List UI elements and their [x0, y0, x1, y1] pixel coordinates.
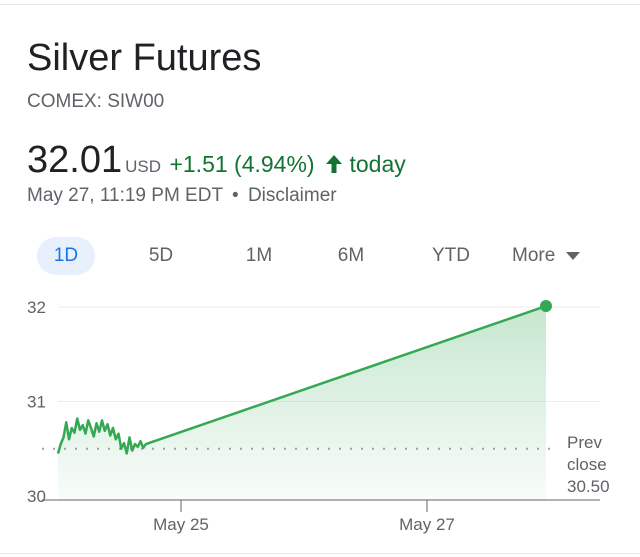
ticker-symbol: COMEX: SIW00 [27, 91, 165, 112]
prev-close-label: close [567, 455, 607, 474]
x-tick-label: May 27 [399, 515, 455, 534]
last-point-marker [540, 300, 552, 313]
quote-card: Silver Futures COMEX: SIW00 32.01 USD +1.… [0, 4, 640, 554]
range-tabs: 1D 5D 1M 6M YTD More [0, 237, 640, 277]
caret-down-icon [565, 237, 581, 275]
tab-1m[interactable]: 1M [229, 237, 289, 275]
tab-label: More [512, 245, 556, 266]
separator-dot: • [232, 185, 239, 206]
tab-1d[interactable]: 1D [37, 237, 95, 275]
y-tick-label: 31 [27, 393, 46, 412]
tab-6m[interactable]: 6M [321, 237, 381, 275]
quote-timestamp: May 27, 11:19 PM EDT [27, 185, 223, 206]
tab-ytd[interactable]: YTD [418, 237, 484, 275]
series-line [56, 304, 547, 455]
arrow-up-icon [325, 154, 343, 179]
tab-label: 6M [337, 245, 365, 266]
tab-more[interactable]: More [512, 237, 602, 275]
x-tick-label: May 25 [153, 515, 209, 534]
y-tick-label: 30 [27, 487, 46, 506]
currency-label: USD [125, 157, 161, 176]
today-label: today [349, 151, 406, 177]
tab-5d[interactable]: 5D [132, 237, 190, 275]
area-fill [58, 306, 546, 500]
price-row: 32.01 USD +1.51 (4.94%) today [27, 139, 406, 182]
quote-title: Silver Futures [27, 37, 262, 79]
y-tick-label: 32 [27, 298, 46, 317]
tab-label: 5D [148, 245, 174, 266]
prev-close-label: Prev [567, 433, 602, 452]
price-change: +1.51 (4.94%) [169, 151, 315, 177]
tab-label: 1D [53, 245, 79, 266]
tab-label: YTD [432, 245, 470, 266]
timestamp-row: May 27, 11:19 PM EDT • Disclaimer [27, 185, 337, 207]
current-price: 32.01 [27, 139, 123, 181]
price-chart: 30 31 32 Prev close 30.50 May 25 May 27 [27, 298, 610, 534]
prev-close-label: 30.50 [567, 477, 610, 496]
tab-label: 1M [245, 245, 273, 266]
disclaimer-link[interactable]: Disclaimer [247, 185, 337, 206]
